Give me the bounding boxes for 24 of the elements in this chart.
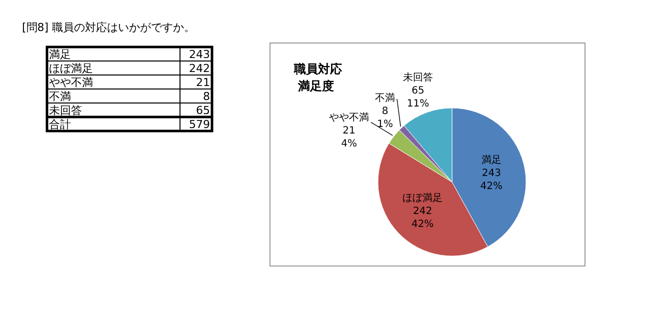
- text: 243: [189, 48, 210, 61]
- text: ほぼ満足: [49, 62, 93, 75]
- text: 未回答: [49, 104, 82, 117]
- data-label: 242 42%: [411, 206, 434, 230]
- text: 満足: [49, 48, 71, 61]
- text: 21: [196, 76, 210, 89]
- slice-label: 満足: [481, 154, 502, 166]
- text: 242: [189, 62, 210, 75]
- data-label: 243 42%: [480, 168, 503, 192]
- text: 8: [203, 90, 210, 103]
- text: 579: [189, 118, 210, 131]
- text: [問8] 職員の対応はいかがですか。: [22, 21, 196, 34]
- text: 合計: [49, 118, 71, 131]
- data-label: 65 11%: [406, 86, 430, 110]
- slice-label: ほぼ満足: [402, 192, 443, 204]
- slice-label: やや不満: [329, 111, 369, 124]
- data-label: 8 1%: [377, 106, 393, 130]
- slice-label: 未回答: [403, 72, 434, 84]
- text: 不満: [49, 90, 71, 103]
- text: やや不満: [49, 76, 93, 89]
- chart-title: 職員対応満足度: [293, 62, 342, 93]
- text: 65: [196, 104, 210, 117]
- data-label: 21 4%: [341, 125, 357, 150]
- slice-label: 不満: [375, 92, 395, 104]
